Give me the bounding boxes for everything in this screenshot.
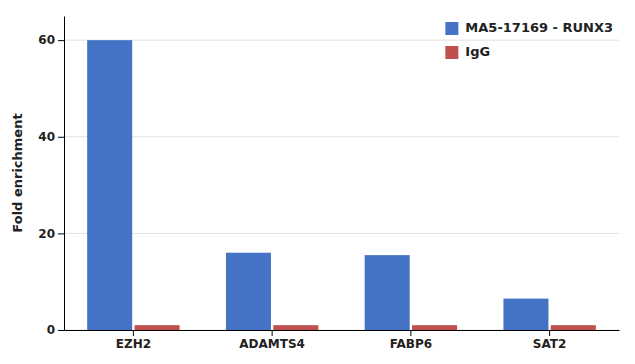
bar (412, 325, 457, 330)
y-tick-label: 0 (47, 323, 55, 337)
legend: MA5-17169 - RUNX3 IgG (445, 20, 613, 59)
plot: EZH2 ADAMTS4 FABP6 SAT2 0 20 40 60 MA5-17169 - R… (38, 17, 619, 351)
bar (273, 325, 318, 330)
bar (226, 253, 271, 330)
chart: EZH2 ADAMTS4 FABP6 SAT2 0 20 40 60 MA5-17169 - R… (0, 0, 635, 364)
x-tick-label: FABP6 (390, 337, 432, 351)
x-tick-mark (410, 330, 411, 336)
x-tick-mark (133, 330, 134, 336)
x-tick-label: SAT2 (533, 337, 567, 351)
bars (87, 40, 596, 330)
y-tick: 0 (47, 323, 64, 337)
chart-container: EZH2 ADAMTS4 FABP6 SAT2 0 20 40 60 MA5-17169 - R… (0, 0, 635, 364)
x-tick-mark (549, 330, 550, 336)
y-tick-label: 60 (38, 33, 55, 47)
x-tick: SAT2 (533, 330, 567, 351)
x-tick-label: ADAMTS4 (239, 337, 305, 351)
y-tick: 60 (38, 33, 64, 47)
bar-series (87, 40, 548, 330)
bar (503, 299, 548, 330)
bar-series (135, 325, 596, 330)
legend-swatch (445, 46, 458, 59)
grid (64, 40, 619, 330)
legend-item: MA5-17169 - RUNX3 (445, 20, 613, 35)
x-tick: EZH2 (116, 330, 151, 351)
x-tick-mark (272, 330, 273, 336)
y-tick-mark (58, 137, 64, 138)
bar (135, 325, 180, 330)
y-axis-line (64, 17, 65, 331)
y-tick-mark (58, 40, 64, 41)
bar (365, 255, 410, 330)
y-axis: 0 20 40 60 (38, 17, 64, 338)
y-tick-mark (58, 330, 64, 331)
bar (551, 325, 596, 330)
legend-item: IgG (445, 44, 490, 59)
y-tick: 20 (38, 227, 64, 241)
legend-label: IgG (465, 44, 490, 59)
x-tick: ADAMTS4 (239, 330, 305, 351)
x-axis-line (65, 330, 620, 331)
y-tick-mark (58, 233, 64, 234)
y-tick-label: 40 (38, 130, 55, 144)
x-axis: EZH2 ADAMTS4 FABP6 SAT2 (65, 330, 620, 351)
legend-swatch (445, 22, 458, 35)
y-tick-label: 20 (38, 227, 55, 241)
x-tick: FABP6 (390, 330, 432, 351)
grid-line (64, 40, 619, 41)
grid-line (64, 233, 619, 234)
legend-label: MA5-17169 - RUNX3 (465, 20, 613, 35)
x-tick-label: EZH2 (116, 337, 151, 351)
grid-line (64, 136, 619, 137)
y-tick: 40 (38, 130, 64, 144)
y-axis-title: Fold enrichment (10, 113, 25, 232)
bar (87, 40, 132, 330)
